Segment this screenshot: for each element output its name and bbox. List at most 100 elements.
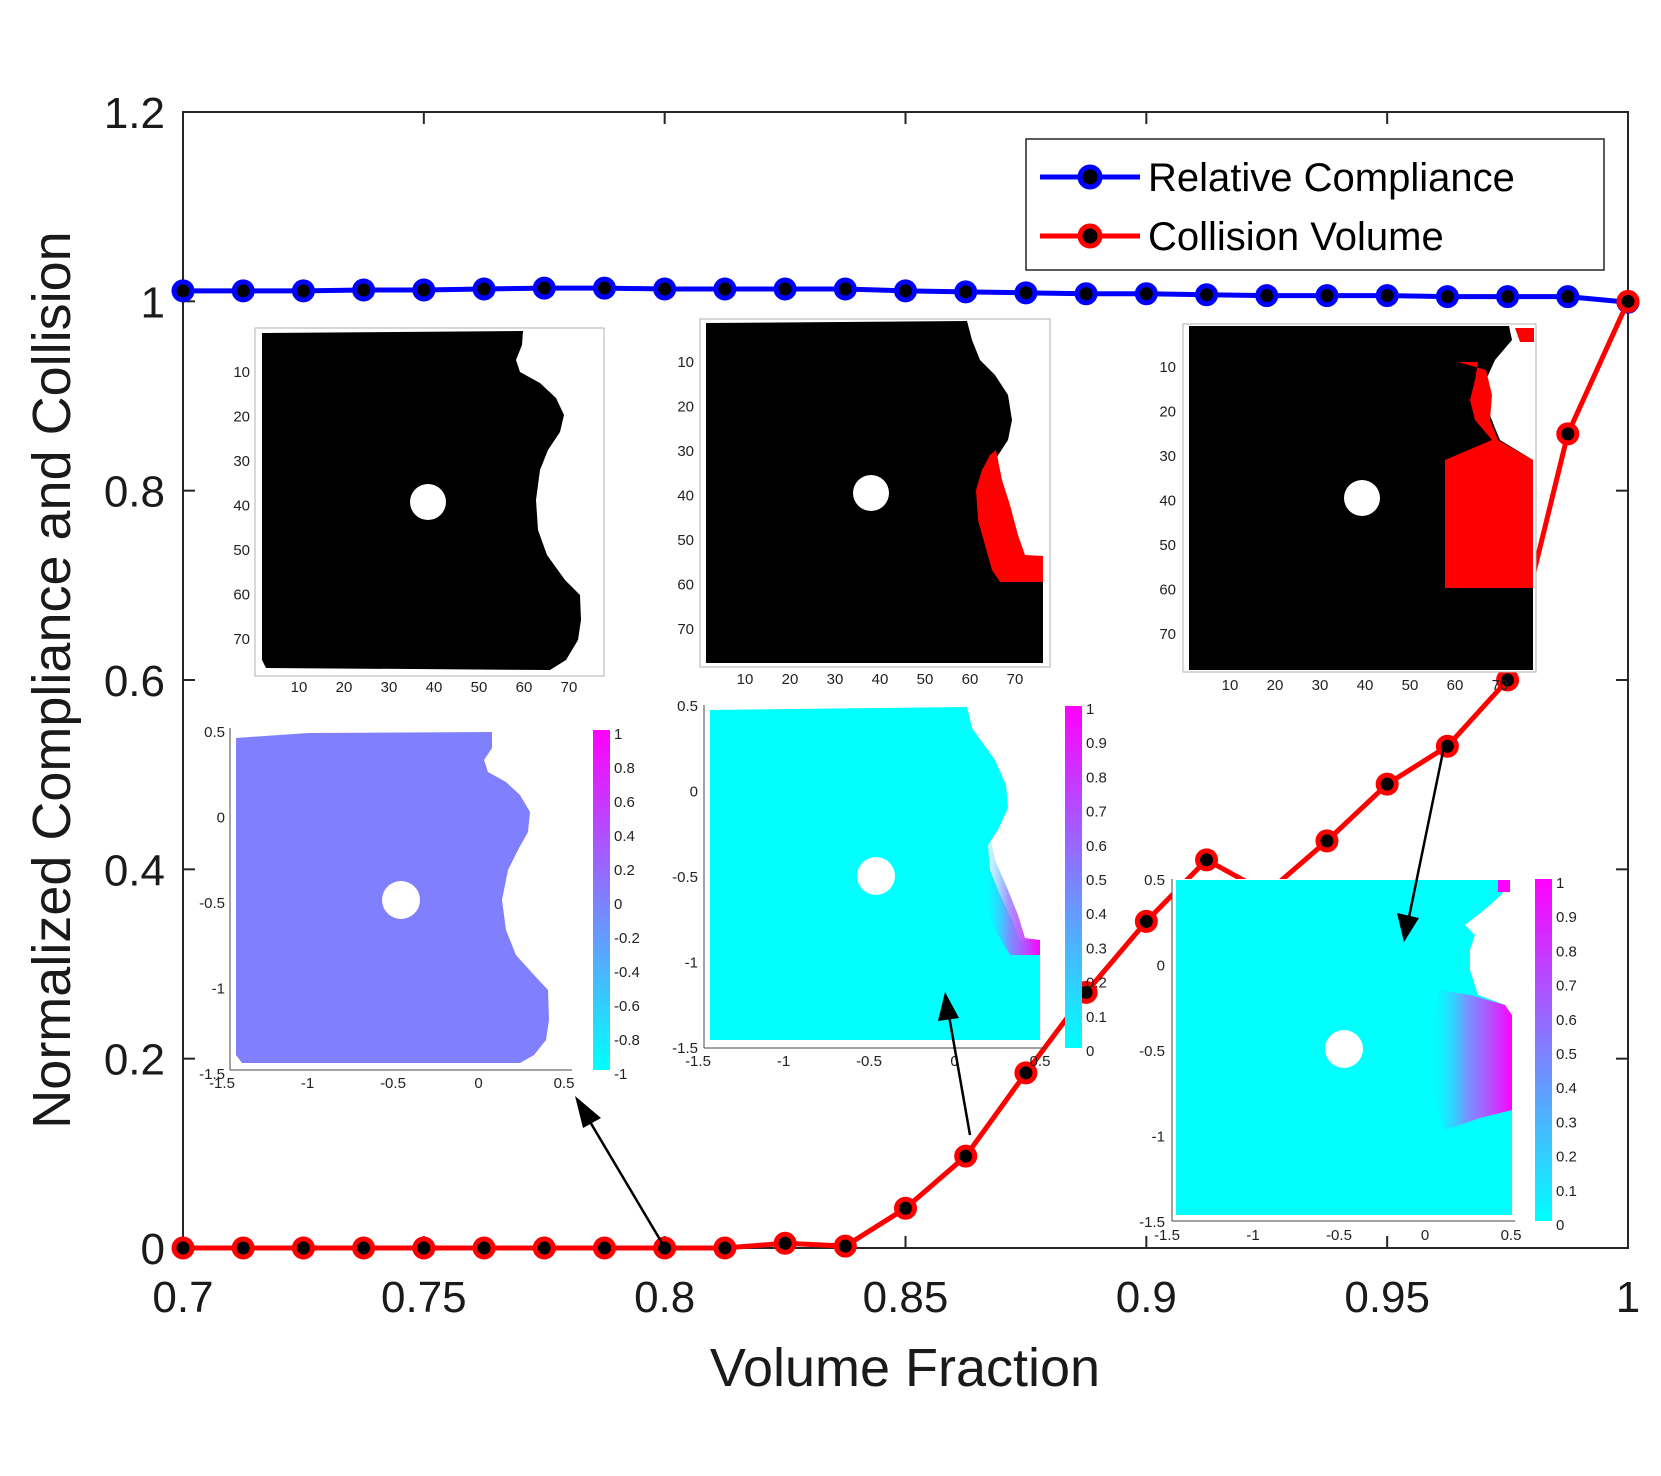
inset-tick-label: 0.4: [1556, 1080, 1577, 1097]
inset-tick-label: -0.5: [199, 895, 225, 912]
arrow-2: [946, 1009, 972, 1136]
inset-tick-label: 10: [291, 679, 308, 696]
inset-tick-label: -1.5: [209, 1075, 235, 1092]
legend: Relative Compliance Collision Volume: [1025, 138, 1605, 271]
inset-tick-label: 0.1: [1556, 1183, 1577, 1200]
point-compliance: [532, 276, 556, 300]
inset-tick-label: 30: [381, 679, 398, 696]
point-compliance: [412, 278, 436, 302]
inset-tick-label: 0.4: [1086, 906, 1107, 923]
x-axis-label: Volume Fraction: [710, 1338, 1100, 1398]
inset-tick-label: 20: [677, 399, 694, 416]
inset-tick-label: 70: [1007, 671, 1024, 688]
x-tick-label: 0.9: [1116, 1273, 1177, 1322]
point-collision: [833, 1234, 857, 1258]
inset-tick-label: -0.2: [614, 930, 640, 947]
inset-binary-2-collision: [976, 450, 1043, 582]
point-compliance: [231, 279, 255, 303]
inset-tick-label: 60: [1159, 582, 1176, 599]
inset-tick-label: 0.8: [1086, 769, 1107, 786]
inset-tick-label: 50: [1159, 537, 1176, 554]
point-collision: [532, 1236, 556, 1260]
inset-tick-label: 20: [233, 409, 250, 426]
inset-field-3-magenta: [1428, 990, 1512, 1130]
y-tick-label: 0: [141, 1225, 165, 1274]
inset-tick-label: -1: [614, 1066, 627, 1083]
inset-tick-label: 1: [1086, 701, 1094, 718]
point-collision: [1375, 772, 1399, 796]
series-layer: [171, 276, 1640, 1260]
inset-tick-label: 0.5: [204, 724, 225, 741]
point-compliance: [1255, 284, 1279, 308]
inset-binary-2-hole: [853, 475, 889, 511]
inset-tick-label: 0.6: [1556, 1012, 1577, 1029]
x-tick-label: 0.95: [1344, 1273, 1430, 1322]
inset-field-1: [229, 728, 610, 1071]
inset-tick-label: 0: [950, 1053, 958, 1070]
colorbar-1: [593, 730, 610, 1070]
x-tick-label: 0.85: [863, 1273, 949, 1322]
arrow-1: [581, 1109, 667, 1249]
colorbar-2: [1065, 706, 1082, 1048]
inset-tick-label: 30: [677, 443, 694, 460]
inset-binary-3-hole: [1344, 480, 1380, 516]
inset-tick-label: 0: [1086, 1043, 1094, 1060]
inset-tick-label: -1: [301, 1075, 314, 1092]
inset-tick-label: 70: [233, 631, 250, 648]
point-compliance: [773, 277, 797, 301]
inset-field-3-hole: [1325, 1030, 1363, 1068]
inset-tick-label: -0.6: [614, 998, 640, 1015]
inset-tick-label: 60: [677, 577, 694, 594]
inset-binary-1-hole: [410, 484, 446, 520]
inset-tick-label: 50: [471, 679, 488, 696]
inset-tick-label: 20: [1159, 404, 1176, 421]
inset-tick-label: 40: [872, 671, 889, 688]
colorbar-3: [1535, 879, 1552, 1221]
inset-tick-label: 10: [1222, 677, 1239, 694]
tick-labels: 0.7 0.75 0.8 0.85 0.9 0.95 100.20.40.60.811.2: [104, 89, 1640, 1322]
inset-tick-label: 0.5: [677, 698, 698, 715]
inset-tick-label: 0: [1157, 958, 1165, 975]
inset-tick-label: 30: [1312, 677, 1329, 694]
inset-binary-3-collision: [1445, 328, 1534, 588]
inset-tick-label: 0: [474, 1075, 482, 1092]
y-tick-label: 1: [141, 278, 165, 327]
point-compliance: [592, 276, 616, 300]
inset-field-2-hole: [857, 857, 895, 895]
inset-binary-2: [699, 318, 1051, 668]
inset-tick-label: 0: [217, 810, 225, 827]
inset-tick-label: 20: [1267, 677, 1284, 694]
inset-tick-label: 40: [1159, 493, 1176, 510]
point-collision: [1616, 289, 1640, 313]
inset-tick-label: 0.5: [1086, 872, 1107, 889]
inset-tick-label: 0.8: [1556, 943, 1577, 960]
point-collision: [1195, 848, 1219, 872]
inset-tick-label: -0.5: [672, 869, 698, 886]
point-collision: [954, 1144, 978, 1168]
inset-tick-label: 60: [233, 587, 250, 604]
inset-tick-label: 20: [336, 679, 353, 696]
inset-tick-label: 0.8: [614, 760, 635, 777]
y-tick-label: 0.4: [104, 846, 165, 895]
inset-tick-label: 0: [614, 896, 622, 913]
inset-tick-label: 0.5: [1030, 1053, 1051, 1070]
point-compliance: [1496, 285, 1520, 309]
inset-tick-label: 1: [1556, 875, 1564, 892]
point-compliance: [472, 277, 496, 301]
inset-tick-label: 10: [1159, 359, 1176, 376]
inset-tick-label: -1.5: [199, 1066, 225, 1083]
point-compliance: [954, 280, 978, 304]
inset-tick-label: -0.5: [1139, 1043, 1165, 1060]
inset-tick-label: 30: [233, 453, 250, 470]
point-collision: [1134, 909, 1158, 933]
inset-tick-label: 50: [917, 671, 934, 688]
inset-tick-label: -1: [685, 955, 698, 972]
legend-box: [1025, 138, 1605, 271]
point-collision: [412, 1236, 436, 1260]
point-collision: [1435, 734, 1459, 758]
inset-binary-1: [254, 327, 605, 677]
inset-tick-label: 70: [1159, 626, 1176, 643]
inset-tick-label: 0.3: [1556, 1114, 1577, 1131]
inset-tick-label: 0.1: [1086, 1009, 1107, 1026]
